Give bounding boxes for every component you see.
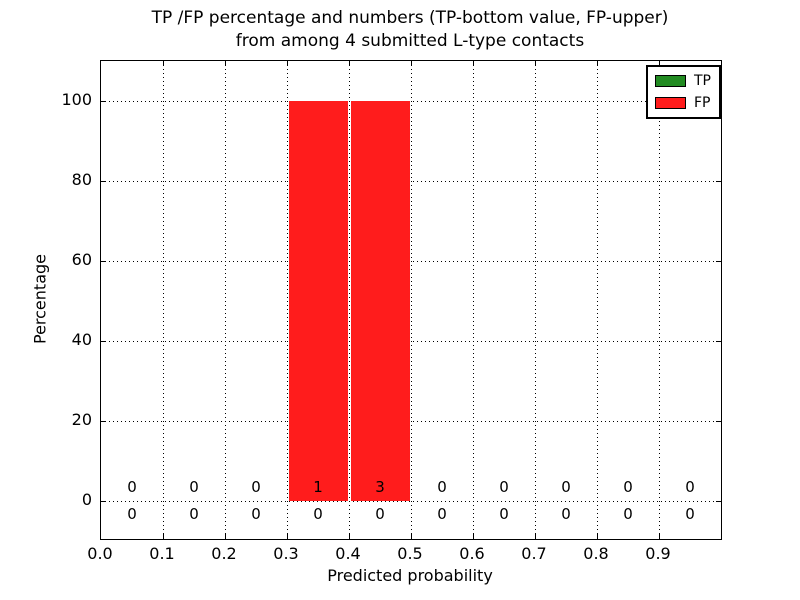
gridline-horizontal (101, 180, 721, 182)
bar-fp (288, 101, 348, 501)
x-tick-label: 0.1 (149, 544, 175, 563)
x-tick-mark (535, 534, 536, 539)
fp-count: 1 (313, 478, 323, 496)
x-tick-label: 0.2 (211, 544, 237, 563)
gridline-horizontal (101, 420, 721, 422)
x-tick-label: 0.4 (335, 544, 361, 563)
tp-count: 0 (437, 505, 447, 523)
y-tick-label: 40 (71, 330, 92, 349)
y-tick-label: 80 (71, 170, 92, 189)
gridline-vertical (410, 61, 412, 539)
fp-count: 0 (251, 478, 261, 496)
tp-count: 0 (561, 505, 571, 523)
x-tick-mark (349, 61, 350, 66)
fp-count: 0 (189, 478, 199, 496)
gridline-vertical (348, 61, 350, 539)
x-axis-label: Predicted probability (327, 566, 493, 585)
plot-area: 0 0 0 0 0 0 1 0 3 0 0 0 0 0 0 0 0 0 0 0 (100, 60, 722, 540)
gridline-vertical (472, 61, 474, 539)
x-tick-mark (411, 61, 412, 66)
tp-count: 0 (251, 505, 261, 523)
x-tick-label: 0.7 (521, 544, 547, 563)
x-tick-mark (287, 61, 288, 66)
y-tick-mark (716, 421, 721, 422)
gridline-horizontal (101, 100, 721, 102)
legend: TP FP (646, 65, 721, 119)
x-tick-mark (349, 534, 350, 539)
fp-count: 0 (623, 478, 633, 496)
gridline-horizontal (101, 500, 721, 502)
x-tick-label: 0.0 (87, 544, 113, 563)
x-tick-mark (225, 61, 226, 66)
y-tick-mark (716, 261, 721, 262)
x-tick-label: 0.9 (645, 544, 671, 563)
x-tick-mark (659, 61, 660, 66)
y-tick-mark (101, 501, 106, 502)
y-tick-label: 100 (61, 90, 92, 109)
y-tick-label: 0 (81, 490, 92, 509)
legend-entry-fp: FP (655, 94, 719, 112)
gridline-vertical (286, 61, 288, 539)
tp-count: 0 (375, 505, 385, 523)
gridline-vertical (162, 61, 164, 539)
x-tick-mark (659, 534, 660, 539)
x-tick-mark (287, 534, 288, 539)
x-tick-mark (597, 534, 598, 539)
x-tick-label: 0.5 (397, 544, 423, 563)
x-tick-mark (473, 534, 474, 539)
legend-label-tp: TP (694, 73, 711, 89)
y-tick-label: 20 (71, 410, 92, 429)
tp-count: 0 (499, 505, 509, 523)
gridline-vertical (658, 61, 660, 539)
x-tick-mark (411, 534, 412, 539)
tp-count: 0 (685, 505, 695, 523)
y-tick-mark (716, 341, 721, 342)
tp-count: 0 (127, 505, 137, 523)
chart-title-line2: from among 4 submitted L-type contacts (235, 31, 585, 51)
gridline-horizontal (101, 260, 721, 262)
x-tick-label: 0.3 (273, 544, 299, 563)
y-tick-mark (101, 341, 106, 342)
x-tick-mark (163, 534, 164, 539)
y-tick-mark (716, 501, 721, 502)
x-tick-label: 0.6 (459, 544, 485, 563)
chart-title: TP /FP percentage and numbers (TP-bottom… (100, 7, 720, 53)
chart-title-line1: TP /FP percentage and numbers (TP-bottom… (151, 8, 669, 28)
y-tick-mark (101, 421, 106, 422)
legend-swatch-tp (655, 75, 686, 87)
x-tick-mark (597, 61, 598, 66)
fp-count: 0 (685, 478, 695, 496)
tp-count: 0 (313, 505, 323, 523)
fp-count: 3 (375, 478, 385, 496)
fp-count: 0 (561, 478, 571, 496)
fp-count: 0 (437, 478, 447, 496)
fp-count: 0 (499, 478, 509, 496)
legend-entry-tp: TP (655, 72, 719, 90)
y-tick-mark (101, 261, 106, 262)
y-tick-mark (101, 101, 106, 102)
legend-swatch-fp (655, 97, 686, 109)
gridline-vertical (596, 61, 598, 539)
x-tick-mark (225, 534, 226, 539)
x-tick-label: 0.8 (583, 544, 609, 563)
gridline-vertical (534, 61, 536, 539)
tp-count: 0 (189, 505, 199, 523)
fp-count: 0 (127, 478, 137, 496)
x-tick-mark (535, 61, 536, 66)
legend-label-fp: FP (694, 95, 711, 111)
gridline-horizontal (101, 340, 721, 342)
y-tick-mark (716, 181, 721, 182)
x-tick-mark (163, 61, 164, 66)
bar-fp (350, 101, 410, 501)
x-tick-mark (473, 61, 474, 66)
gridline-vertical (224, 61, 226, 539)
y-tick-mark (101, 181, 106, 182)
y-tick-label: 60 (71, 250, 92, 269)
tp-count: 0 (623, 505, 633, 523)
